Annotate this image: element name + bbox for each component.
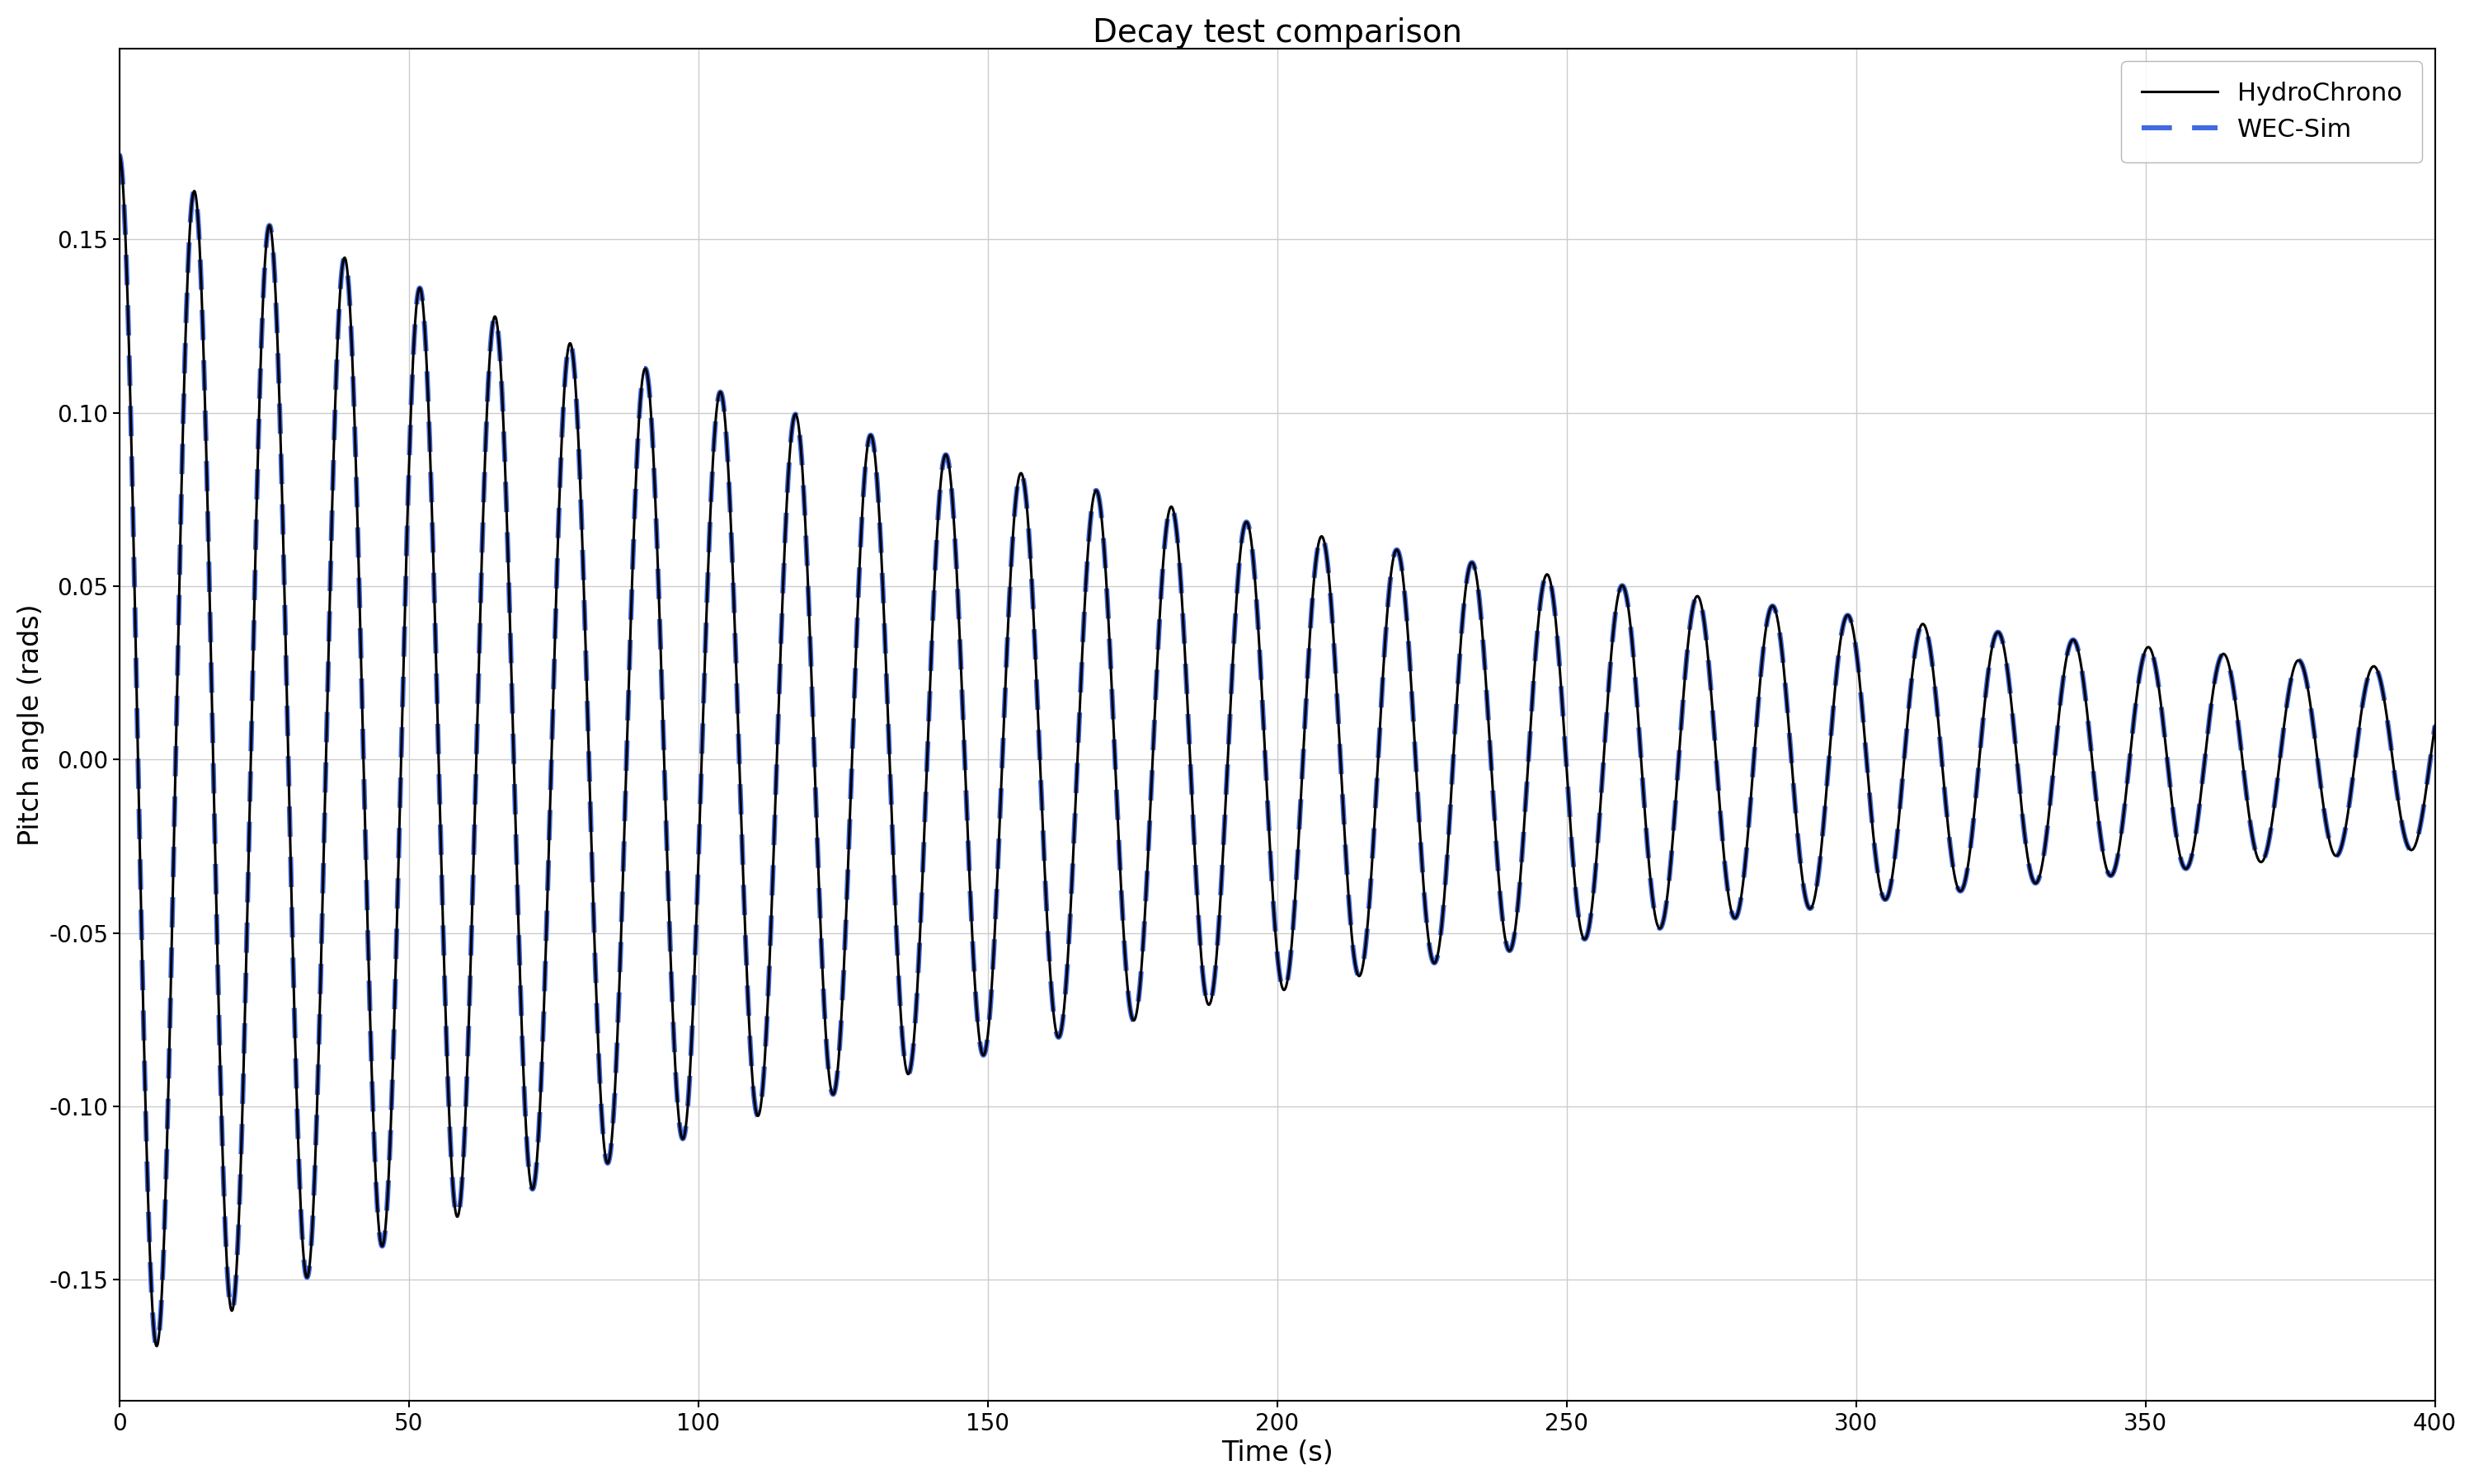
HydroChrono xyxy=(2271,709,2301,727)
HydroChrono xyxy=(104,145,134,163)
WEC-Sim xyxy=(1761,610,1791,628)
Title: Decay test comparison: Decay test comparison xyxy=(1094,18,1462,49)
Y-axis label: Pitch angle (rads): Pitch angle (rads) xyxy=(17,604,45,846)
WEC-Sim xyxy=(1504,876,1534,893)
WEC-Sim xyxy=(2420,717,2449,735)
Line: HydroChrono: HydroChrono xyxy=(119,154,2434,1346)
HydroChrono xyxy=(2420,717,2449,735)
WEC-Sim xyxy=(683,910,713,928)
Line: WEC-Sim: WEC-Sim xyxy=(119,154,2434,1346)
HydroChrono xyxy=(1591,717,1620,735)
WEC-Sim xyxy=(1200,968,1230,985)
WEC-Sim xyxy=(104,145,134,163)
WEC-Sim xyxy=(141,1337,171,1355)
HydroChrono xyxy=(141,1337,171,1355)
Legend: HydroChrono, WEC-Sim: HydroChrono, WEC-Sim xyxy=(2120,61,2422,162)
HydroChrono xyxy=(1761,610,1791,628)
HydroChrono xyxy=(683,910,713,928)
X-axis label: Time (s): Time (s) xyxy=(1222,1439,1333,1466)
WEC-Sim xyxy=(2271,709,2301,727)
HydroChrono xyxy=(1504,876,1534,893)
HydroChrono xyxy=(1200,968,1230,985)
WEC-Sim xyxy=(1591,717,1620,735)
